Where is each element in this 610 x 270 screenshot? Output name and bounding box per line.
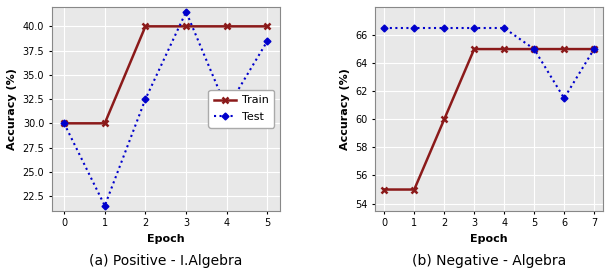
Y-axis label: Accuracy (%): Accuracy (%) [7, 68, 17, 150]
Train [411, 188, 418, 191]
Test [182, 10, 190, 14]
Line: Test: Test [62, 9, 270, 208]
Y-axis label: Accuracy (%): Accuracy (%) [340, 68, 350, 150]
Test [561, 97, 568, 100]
Line: Test: Test [382, 26, 597, 101]
Train [60, 122, 68, 125]
Test [264, 39, 271, 42]
Train [101, 122, 109, 125]
Train [440, 118, 448, 121]
Test [142, 97, 149, 101]
Line: Train: Train [60, 23, 271, 127]
Test [590, 48, 598, 51]
Test [381, 26, 388, 30]
Text: (b) Negative - Algebra: (b) Negative - Algebra [412, 254, 566, 268]
Train [500, 48, 508, 51]
Test [411, 26, 418, 30]
Legend: Train, Test: Train, Test [209, 90, 274, 128]
X-axis label: Epoch: Epoch [147, 234, 185, 244]
Line: Train: Train [381, 46, 598, 193]
Train [182, 25, 190, 28]
X-axis label: Epoch: Epoch [470, 234, 508, 244]
Train [531, 48, 538, 51]
Train [561, 48, 568, 51]
Test [531, 48, 538, 51]
Train [223, 25, 231, 28]
Test [101, 204, 109, 207]
Train [264, 25, 271, 28]
Text: (a) Positive - I.Algebra: (a) Positive - I.Algebra [89, 254, 242, 268]
Test [440, 26, 448, 30]
Test [470, 26, 478, 30]
Train [381, 188, 388, 191]
Train [142, 25, 149, 28]
Test [60, 122, 68, 125]
Test [223, 107, 231, 110]
Train [590, 48, 598, 51]
Test [500, 26, 508, 30]
Train [470, 48, 478, 51]
